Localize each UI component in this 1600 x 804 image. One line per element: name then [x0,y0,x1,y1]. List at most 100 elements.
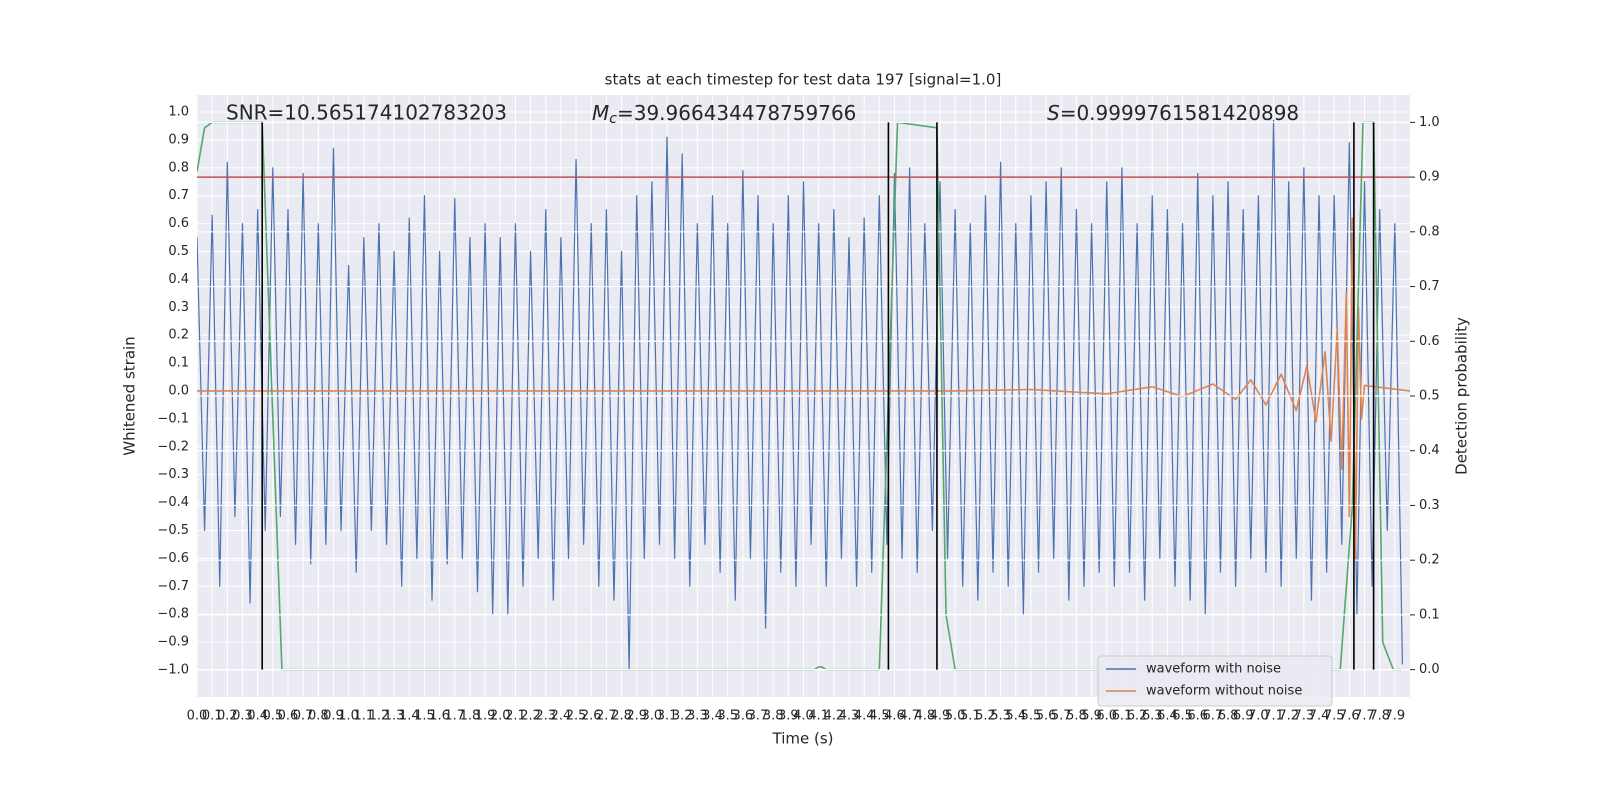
x-tick-label: 0.7 [293,709,314,724]
x-tick-label: 6.5 [1172,709,1193,724]
y-tick-label: 0.6 [168,216,189,231]
x-tick-label: 3.3 [687,709,708,724]
x-tick-label: 0.8 [308,709,329,724]
x-tick-label: 1.7 [444,709,465,724]
y-tick-label: 0.0 [168,383,189,398]
x-tick-label: 4.9 [930,709,951,724]
x-tick-label: 1.6 [429,709,450,724]
x-tick-label: 7.7 [1354,709,1375,724]
y2-tick-label: 0.3 [1419,498,1440,513]
y-tick-label: 0.3 [168,300,189,315]
x-tick-label: 5.8 [1066,709,1087,724]
y2-tick-label: 0.4 [1419,443,1440,458]
series-line [197,217,1410,560]
y2-tick-label: 0.6 [1419,334,1440,349]
y-tick-label: 0.1 [168,356,189,371]
y2-axis-label: Detection probability [1453,317,1471,475]
y2-tick-label: 0.7 [1419,279,1440,294]
y2-tick-label: 0.0 [1419,662,1440,677]
x-tick-label: 7.3 [1294,709,1315,724]
y-tick-label: 0.4 [168,272,189,287]
y-tick-label: −1.0 [157,662,189,677]
labels: 0.00.10.20.30.40.50.60.70.80.91.01.11.21… [157,105,1439,724]
x-tick-label: 3.6 [733,709,754,724]
x-tick-label: 5.2 [975,709,996,724]
x-tick-label: 4.0 [793,709,814,724]
x-tick-label: 1.9 [475,709,496,724]
x-tick-label: 0.9 [323,709,344,724]
mc-subscript: c [609,111,617,127]
x-tick-label: 6.6 [1187,709,1208,724]
x-tick-label: 3.7 [748,709,769,724]
y-tick-label: −0.1 [157,411,189,426]
x-tick-label: 7.2 [1278,709,1299,724]
y2-tick-label: 1.0 [1419,115,1440,130]
y-axis-label: Whitened strain [121,336,139,455]
x-tick-label: 2.9 [626,709,647,724]
x-tick-label: 0.0 [187,709,208,724]
x-tick-label: 5.5 [1021,709,1042,724]
x-tick-label: 4.3 [839,709,860,724]
x-tick-label: 3.8 [763,709,784,724]
x-tick-label: 1.1 [353,709,374,724]
y-tick-label: −0.8 [157,607,189,622]
x-tick-label: 4.6 [884,709,905,724]
x-tick-label: 2.3 [535,709,556,724]
y2-tick-label: 0.5 [1419,389,1440,404]
x-axis-label: Time (s) [772,730,834,748]
legend-label: waveform without noise [1146,684,1302,699]
x-tick-label: 3.5 [717,709,738,724]
y2-tick-label: 0.2 [1419,553,1440,568]
x-tick-label: 3.0 [642,709,663,724]
x-tick-label: 4.7 [899,709,920,724]
y-tick-label: 0.9 [168,132,189,147]
y-tick-label: −0.4 [157,495,189,510]
x-tick-label: 3.2 [672,709,693,724]
x-tick-label: 6.7 [1203,709,1224,724]
x-tick-label: 4.1 [808,709,829,724]
x-tick-label: 0.2 [217,709,238,724]
s-annotation: S=0.9999761581420898 [1047,101,1299,125]
x-tick-label: 4.8 [914,709,935,724]
x-tick-label: 4.5 [869,709,890,724]
x-tick-label: 6.1 [1112,709,1133,724]
x-tick-label: 0.3 [232,709,253,724]
x-tick-label: 6.9 [1233,709,1254,724]
x-tick-label: 1.4 [399,709,420,724]
x-tick-label: 1.8 [460,709,481,724]
x-tick-label: 3.9 [778,709,799,724]
x-tick-label: 1.3 [384,709,405,724]
y-tick-label: −0.7 [157,579,189,594]
y-tick-label: 0.7 [168,188,189,203]
legend-box [1097,655,1333,707]
y-tick-label: −0.3 [157,467,189,482]
x-tick-label: 3.1 [657,709,678,724]
y-tick-label: 0.5 [168,244,189,259]
x-tick-label: 2.6 [581,709,602,724]
x-tick-label: 7.9 [1384,709,1405,724]
x-tick-label: 5.1 [960,709,981,724]
x-tick-label: 7.5 [1324,709,1345,724]
mc-annotation: Mc=39.966434478759766 [592,101,856,128]
snr-annotation: SNR=10.565174102783203 [226,101,507,125]
x-tick-label: 2.7 [596,709,617,724]
y-tick-label: −0.6 [157,551,189,566]
x-tick-label: 0.6 [278,709,299,724]
x-tick-label: 0.5 [262,709,283,724]
x-tick-label: 0.4 [247,709,268,724]
x-tick-label: 0.1 [202,709,223,724]
y-tick-label: −0.9 [157,635,189,650]
x-tick-label: 5.4 [1005,709,1026,724]
x-tick-label: 2.4 [551,709,572,724]
x-tick-label: 7.1 [1263,709,1284,724]
x-tick-label: 1.0 [338,709,359,724]
y2-tick-label: 0.8 [1419,224,1440,239]
x-tick-label: 2.1 [505,709,526,724]
x-tick-label: 5.7 [1051,709,1072,724]
legend: waveform with noise waveform without nois… [1097,655,1333,707]
x-tick-label: 6.3 [1142,709,1163,724]
legend-label: waveform with noise [1146,662,1281,677]
s-text: =0.9999761581420898 [1060,101,1299,125]
x-tick-label: 7.4 [1309,709,1330,724]
